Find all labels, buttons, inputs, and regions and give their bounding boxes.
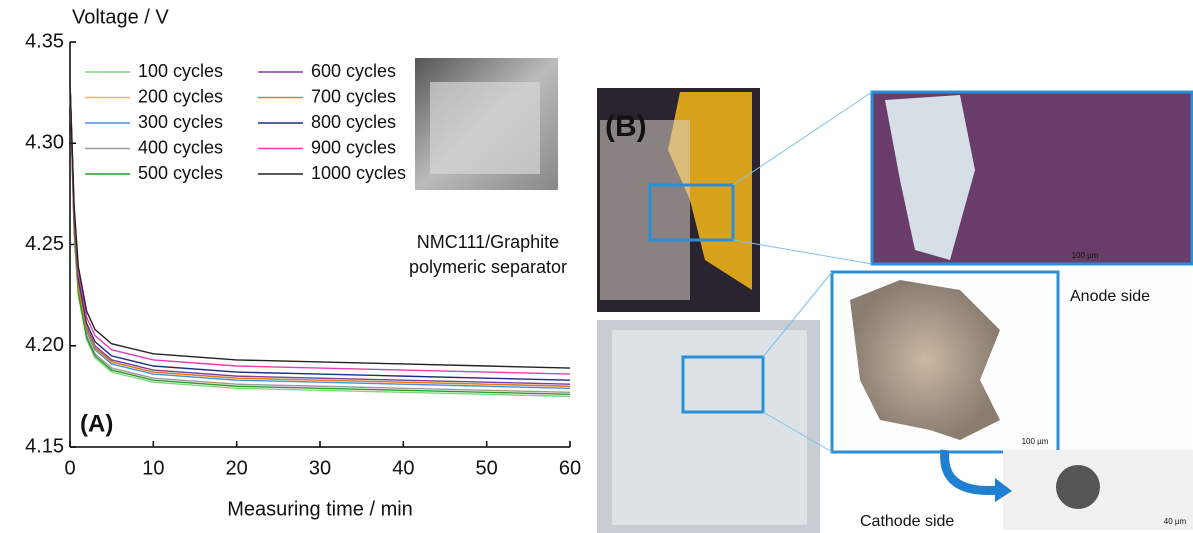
scale-bar-label: 100 µm <box>1072 251 1099 260</box>
legend-label: 100 cycles <box>138 61 223 81</box>
legend-label: 400 cycles <box>138 137 223 157</box>
x-tick-label: 0 <box>64 457 75 479</box>
panel-label: (B) <box>605 110 647 143</box>
y-axis-title: Voltage / V <box>72 6 169 28</box>
pouch-cell <box>430 82 540 174</box>
y-tick-label: 4.30 <box>25 132 64 154</box>
x-tick-label: 20 <box>226 457 248 479</box>
photo-region <box>612 330 807 525</box>
legend-label: 1000 cycles <box>311 163 406 183</box>
particle <box>1056 465 1100 509</box>
y-tick-label: 4.20 <box>25 334 64 356</box>
legend-label: 200 cycles <box>138 86 223 106</box>
legend-label: 700 cycles <box>311 86 396 106</box>
legend-label: 600 cycles <box>311 61 396 81</box>
scale-bar-label: 100 µm <box>1022 437 1049 446</box>
y-tick-label: 4.15 <box>25 435 64 457</box>
annotation: NMC111/Graphite <box>417 232 559 252</box>
x-tick-label: 50 <box>476 457 498 479</box>
panel-label: (A) <box>80 410 113 437</box>
label: Anode side <box>1070 288 1150 305</box>
legend-label: 500 cycles <box>138 163 223 183</box>
label: Cathode side <box>860 513 954 530</box>
legend-label: 300 cycles <box>138 112 223 132</box>
x-tick-label: 40 <box>392 457 414 479</box>
scale-bar-label: 40 µm <box>1164 517 1187 526</box>
legend-label: 900 cycles <box>311 137 396 157</box>
photo-region <box>600 120 690 300</box>
y-tick-label: 4.35 <box>25 30 64 52</box>
x-axis-title: Measuring time / min <box>227 498 413 520</box>
x-tick-label: 10 <box>142 457 164 479</box>
x-tick-label: 30 <box>309 457 331 479</box>
panel-b: (B) Anode side Cathode side 100 µm 100 µ… <box>597 88 1193 533</box>
annotation: polymeric separator <box>409 257 567 277</box>
legend-label: 800 cycles <box>311 112 396 132</box>
arrow <box>945 450 1000 491</box>
figure: Voltage / V Measuring time / min NMC111/… <box>0 0 1193 533</box>
x-tick-label: 60 <box>559 457 581 479</box>
y-tick-label: 4.25 <box>25 233 64 255</box>
